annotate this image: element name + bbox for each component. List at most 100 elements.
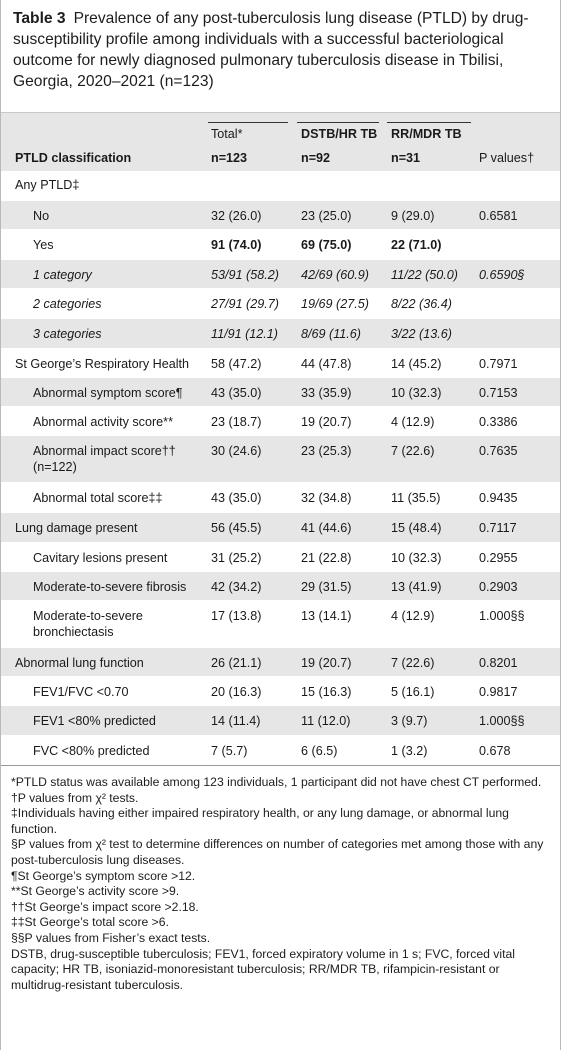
cell-p-value: 0.7971 (479, 357, 518, 371)
row-label: Moderate-to-severe bronchiectasis (33, 609, 143, 639)
cell-total: 91 (74.0) (211, 238, 262, 252)
cell-rrmdr: 3/22 (13.6) (391, 327, 452, 341)
cell-total: 23 (18.7) (211, 415, 262, 429)
cell-p-value: 0.3386 (479, 415, 518, 429)
cell-p-value: 0.9817 (479, 685, 518, 699)
cell-p-value: 1.000§§ (479, 714, 525, 728)
row-label: Cavitary lesions present (33, 551, 168, 565)
table-row: No 32 (26.0) 23 (25.0) 9 (29.0) 0.6581 (1, 201, 560, 230)
footnote: DSTB, drug-susceptible tuberculosis; FEV… (11, 946, 515, 992)
header-total: Total* (211, 127, 243, 141)
cell-dstb: 21 (22.8) (301, 551, 352, 565)
cell-dstb: 41 (44.6) (301, 521, 352, 535)
cell-rrmdr: 7 (22.6) (391, 656, 435, 670)
cell-total: 58 (47.2) (211, 357, 262, 371)
cell-dstb: 32 (34.8) (301, 491, 352, 505)
cell-total: 27/91 (29.7) (211, 297, 279, 311)
cell-rrmdr: 4 (12.9) (391, 415, 435, 429)
row-label: Moderate-to-severe fibrosis (33, 580, 187, 594)
row-label: Yes (33, 238, 54, 252)
table-body: Any PTLD‡ No 32 (26.0) 23 (25.0) 9 (29.0… (1, 171, 560, 766)
cell-rrmdr: 22 (71.0) (391, 238, 442, 252)
table-row: Moderate-to-severe bronchiectasis 17 (13… (1, 601, 560, 648)
cell-total: 53/91 (58.2) (211, 268, 279, 282)
column-rule (387, 122, 471, 123)
cell-p-value: 0.6590§ (479, 268, 525, 282)
cell-p-value: 0.7117 (479, 521, 517, 535)
row-label: FVC <80% predicted (33, 744, 150, 758)
cell-rrmdr: 3 (9.7) (391, 714, 428, 728)
cell-p-value: 0.8201 (479, 656, 518, 670)
cell-rrmdr: 10 (32.3) (391, 551, 442, 565)
cell-p-value: 0.2903 (479, 580, 518, 594)
header-p-values: P values† (479, 151, 535, 165)
column-rule (208, 122, 288, 123)
row-label: 3 categories (33, 327, 102, 341)
cell-dstb: 23 (25.0) (301, 209, 352, 223)
table-title: Table 3 Prevalence of any post-tuberculos… (1, 0, 560, 112)
table-label: Table 3 (13, 10, 66, 27)
cell-dstb: 42/69 (60.9) (301, 268, 369, 282)
table-row: 3 categories 11/91 (12.1) 8/69 (11.6) 3/… (1, 319, 560, 349)
cell-rrmdr: 1 (3.2) (391, 744, 428, 758)
header-total-n: n=123 (211, 151, 248, 165)
cell-total: 43 (35.0) (211, 491, 262, 505)
cell-rrmdr: 8/22 (36.4) (391, 297, 452, 311)
header-dstb-n: n=92 (301, 151, 331, 165)
cell-dstb: 13 (14.1) (301, 609, 352, 623)
cell-total: 14 (11.4) (211, 714, 261, 728)
cell-total: 42 (34.2) (211, 580, 262, 594)
row-label: Abnormal activity score** (33, 415, 173, 429)
table-row: Any PTLD‡ (1, 171, 560, 201)
table-footnotes: *PTLD status was available among 123 ind… (1, 766, 560, 993)
header-rrmdr: RR/MDR TB (391, 127, 462, 141)
table-row: 1 category 53/91 (58.2) 42/69 (60.9) 11/… (1, 260, 560, 289)
row-label: FEV1/FVC <0.70 (33, 685, 129, 699)
table-row: Abnormal impact score†† (n=122) 30 (24.6… (1, 436, 560, 483)
cell-dstb: 19/69 (27.5) (301, 297, 369, 311)
row-label: 2 categories (33, 297, 102, 311)
cell-p-value: 0.7635 (479, 444, 518, 458)
cell-rrmdr: 7 (22.6) (391, 444, 435, 458)
cell-dstb: 69 (75.0) (301, 238, 352, 252)
cell-total: 30 (24.6) (211, 444, 262, 458)
cell-p-value: 0.678 (479, 744, 511, 758)
cell-p-value: 0.7153 (479, 386, 518, 400)
cell-rrmdr: 4 (12.9) (391, 609, 435, 623)
cell-dstb: 19 (20.7) (301, 656, 352, 670)
cell-total: 43 (35.0) (211, 386, 262, 400)
table-row: Abnormal lung function 26 (21.1) 19 (20.… (1, 648, 560, 677)
cell-total: 11/91 (12.1) (211, 327, 278, 341)
cell-p-value: 0.6581 (479, 209, 518, 223)
cell-rrmdr: 13 (41.9) (391, 580, 442, 594)
footnote: §§P values from Fisher’s exact tests. (11, 930, 211, 945)
table-row: 2 categories 27/91 (29.7) 19/69 (27.5) 8… (1, 289, 560, 319)
footnote: ¶St George’s symptom score >12. (11, 868, 196, 883)
cell-rrmdr: 14 (45.2) (391, 357, 442, 371)
footnote: ‡‡St George’s total score >6. (11, 915, 169, 930)
table-row: Abnormal symptom score¶ 43 (35.0) 33 (35… (1, 378, 560, 407)
cell-total: 20 (16.3) (211, 685, 262, 699)
table-row: FEV1/FVC <0.70 20 (16.3) 15 (16.3) 5 (16… (1, 677, 560, 706)
row-label: Abnormal total score‡‡ (33, 491, 163, 505)
cell-dstb: 23 (25.3) (301, 444, 352, 458)
column-rule (297, 122, 379, 123)
cell-total: 31 (25.2) (211, 551, 262, 565)
cell-dstb: 6 (6.5) (301, 744, 338, 758)
row-label: FEV1 <80% predicted (33, 714, 156, 728)
cell-rrmdr: 11 (35.5) (391, 491, 441, 505)
table-row: FVC <80% predicted 7 (5.7) 6 (6.5) 1 (3.… (1, 736, 560, 766)
table-row: Abnormal total score‡‡ 43 (35.0) 32 (34.… (1, 483, 560, 513)
cell-total: 17 (13.8) (211, 609, 262, 623)
row-label: Abnormal symptom score¶ (33, 386, 183, 400)
cell-dstb: 44 (47.8) (301, 357, 352, 371)
table-row: Yes 91 (74.0) 69 (75.0) 22 (71.0) (1, 230, 560, 260)
table-row: FEV1 <80% predicted 14 (11.4) 11 (12.0) … (1, 706, 560, 736)
row-label: Abnormal lung function (15, 656, 144, 670)
table-row: Cavitary lesions present 31 (25.2) 21 (2… (1, 543, 560, 572)
table-row: St George’s Respiratory Health 58 (47.2)… (1, 349, 560, 378)
table-row: Moderate-to-severe fibrosis 42 (34.2) 29… (1, 572, 560, 601)
row-label: 1 category (33, 268, 92, 282)
row-label: No (33, 209, 50, 223)
